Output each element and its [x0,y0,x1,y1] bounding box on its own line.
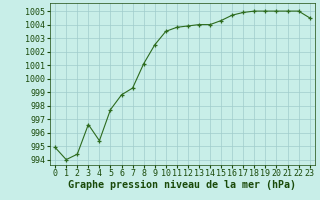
X-axis label: Graphe pression niveau de la mer (hPa): Graphe pression niveau de la mer (hPa) [68,180,296,190]
